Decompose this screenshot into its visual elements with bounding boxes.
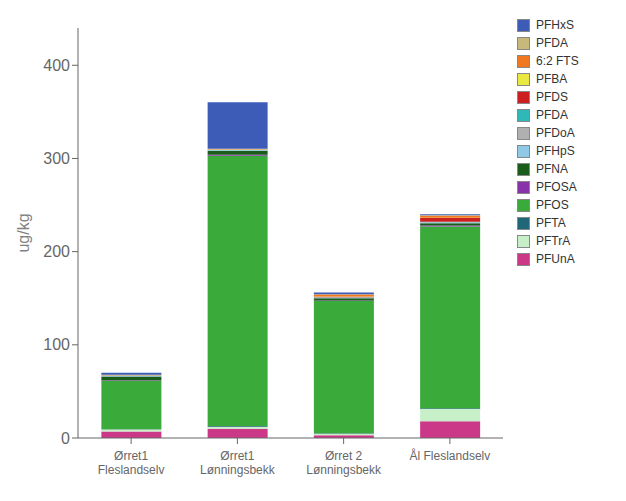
html-text:6:2 FTS: 6:2 FTS [536, 54, 579, 68]
svg-text:400: 400 [43, 57, 70, 74]
html-text:PFHpS: PFHpS [536, 144, 575, 158]
html-text:PFUnA: PFUnA [536, 252, 575, 266]
html-text:PFTrA: PFTrA [536, 234, 571, 248]
svg-text:200: 200 [43, 243, 70, 260]
html-text:PFDA: PFDA [536, 108, 568, 122]
html-text:PFDoA: PFDoA [536, 126, 575, 140]
svg-text:Ål Fleslandselv: Ål Fleslandselv [410, 448, 491, 463]
svg-text:100: 100 [43, 336, 70, 353]
svg-text:Ørret 2Lønningsbekk: Ørret 2Lønningsbekk [306, 449, 382, 477]
svg-text:0: 0 [61, 430, 70, 447]
html-text:PFBA: PFBA [536, 72, 568, 86]
html-text:PFDS: PFDS [536, 90, 568, 104]
svg-text:Ørret1Lønningsbekk: Ørret1Lønningsbekk [200, 449, 276, 477]
html-text:PFHxS: PFHxS [536, 18, 574, 32]
html-text:PFTA: PFTA [536, 216, 566, 230]
svg-text:ug/kg: ug/kg [15, 213, 32, 252]
html-text:PFOS: PFOS [536, 198, 569, 212]
svg-text:300: 300 [43, 150, 70, 167]
html-text:PFOSA: PFOSA [536, 180, 577, 194]
html-text:PFNA: PFNA [536, 162, 568, 176]
html-text:PFDA: PFDA [536, 36, 568, 50]
svg-text:Ørret1Fleslandselv: Ørret1Fleslandselv [98, 449, 165, 477]
